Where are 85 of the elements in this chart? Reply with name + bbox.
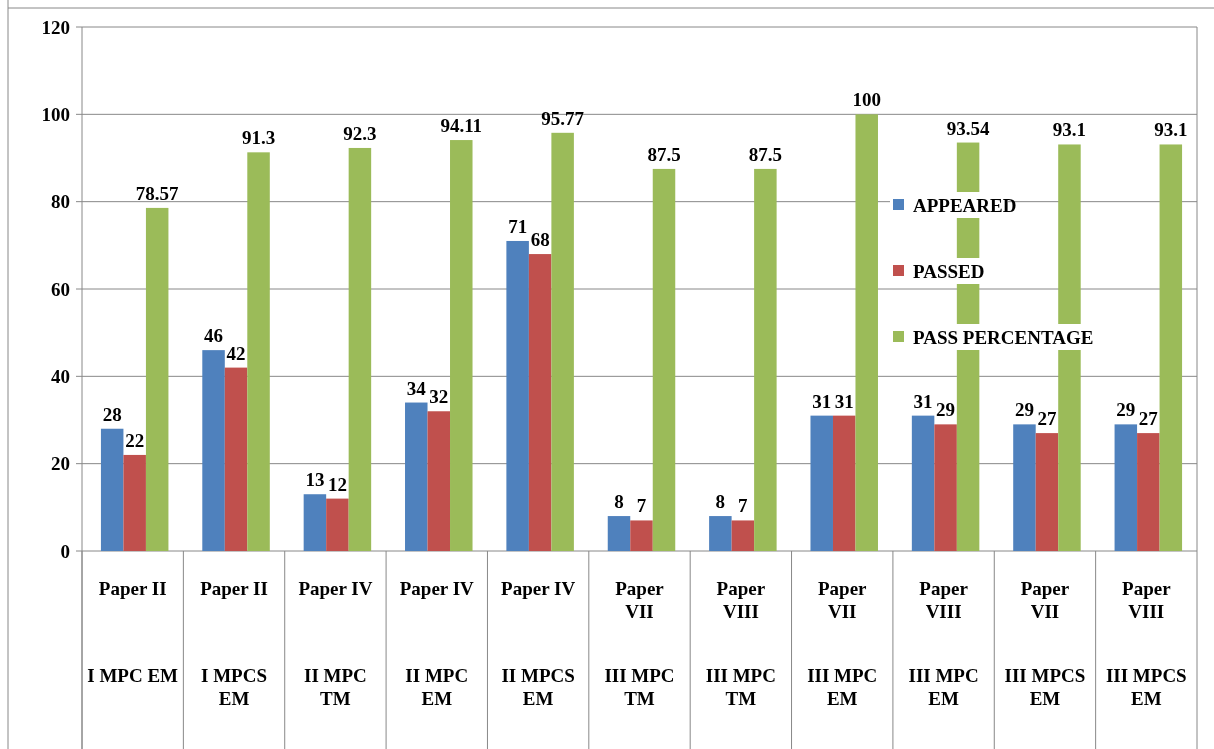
- data-label: 32: [429, 386, 449, 408]
- category-label: Paper VIII III MPCS EM: [1105, 578, 1187, 709]
- bar: [652, 168, 676, 551]
- bar: [405, 402, 428, 551]
- bar: [506, 240, 529, 551]
- y-tick-label: 60: [51, 278, 70, 300]
- bar: [326, 498, 349, 551]
- bar: [855, 114, 878, 551]
- y-tick-label: 80: [51, 191, 70, 213]
- category-label: Paper IV II MPC EM: [399, 578, 474, 709]
- data-label: 42: [226, 342, 246, 364]
- y-tick-label: 40: [51, 365, 70, 387]
- bar: [1114, 424, 1138, 551]
- data-label: 8: [715, 491, 726, 513]
- bar: [100, 428, 124, 551]
- bar: [123, 454, 146, 551]
- category-label: Paper IV II MPCS EM: [501, 578, 576, 709]
- legend-label: PASSED: [913, 260, 985, 282]
- data-label: 71: [508, 215, 528, 237]
- data-label: 29: [1116, 399, 1136, 421]
- bar: [911, 415, 935, 551]
- data-label: 29: [1014, 399, 1034, 421]
- data-label: 87.5: [748, 143, 782, 165]
- bar: [247, 152, 270, 551]
- data-label: 27: [1138, 408, 1159, 430]
- data-label: 13: [305, 469, 325, 491]
- data-label: 68: [530, 229, 550, 251]
- data-label: 46: [204, 325, 224, 347]
- category-label: Paper IV II MPC TM: [298, 578, 373, 709]
- data-label: 93.1: [1052, 119, 1087, 141]
- bar: [1137, 433, 1160, 551]
- bar: [1159, 144, 1183, 551]
- bar: [1035, 433, 1059, 551]
- category-label: Paper VII III MPC EM: [807, 578, 878, 709]
- bar: [1013, 424, 1036, 551]
- data-label: 92.3: [343, 122, 377, 144]
- data-label: 93.54: [946, 117, 990, 139]
- data-label: 91.3: [241, 127, 276, 149]
- legend-label: PASS PERCENTAGE: [913, 326, 1094, 348]
- bar: [551, 132, 574, 551]
- y-tick-label: 100: [41, 103, 70, 125]
- bar: [810, 415, 833, 551]
- data-label: 31: [812, 390, 832, 412]
- bar: [224, 367, 248, 551]
- data-label: 22: [125, 429, 145, 451]
- bar: [934, 424, 957, 551]
- data-label: 7: [636, 495, 647, 517]
- bar: [754, 168, 777, 551]
- data-label: 29: [936, 399, 956, 421]
- category-label: Paper VII III MPCS EM: [1004, 578, 1086, 709]
- data-label: 12: [327, 473, 347, 495]
- y-tick-label: 120: [41, 16, 70, 38]
- data-label: 7: [738, 495, 749, 517]
- data-label: 93.1: [1154, 119, 1188, 141]
- data-label: 100: [852, 89, 881, 111]
- bar: [528, 254, 552, 551]
- bar: [202, 350, 225, 551]
- bar: [709, 516, 732, 551]
- category-label: Paper VIII III MPC EM: [908, 578, 979, 709]
- category-label: Paper II I MPCS EM: [200, 578, 268, 709]
- data-label: 31: [913, 390, 933, 412]
- legend-label: APPEARED: [913, 194, 1017, 216]
- bar: [607, 516, 631, 551]
- bar: [832, 415, 856, 551]
- category-label: Paper II I MPC EM: [87, 578, 179, 686]
- data-label: 31: [834, 390, 854, 412]
- data-label: 94.11: [440, 115, 483, 137]
- bar: [731, 520, 755, 551]
- data-label: 87.5: [647, 143, 681, 165]
- data-label: 78.57: [135, 182, 180, 204]
- data-label: 27: [1037, 408, 1057, 430]
- y-tick-label: 0: [60, 540, 70, 562]
- data-label: 95.77: [541, 107, 585, 129]
- category-label: Paper VII III MPC TM: [604, 578, 675, 709]
- data-label: 8: [614, 491, 624, 513]
- bar: [630, 520, 653, 551]
- data-label: 34: [406, 377, 427, 399]
- bar: [303, 494, 327, 551]
- bar: [348, 147, 372, 551]
- y-tick-label: 20: [51, 453, 70, 475]
- data-label: 28: [102, 403, 122, 425]
- category-label: Paper VIII III MPC TM: [705, 578, 776, 709]
- bar: [145, 207, 169, 551]
- bar: [427, 411, 451, 551]
- bar: [450, 140, 473, 551]
